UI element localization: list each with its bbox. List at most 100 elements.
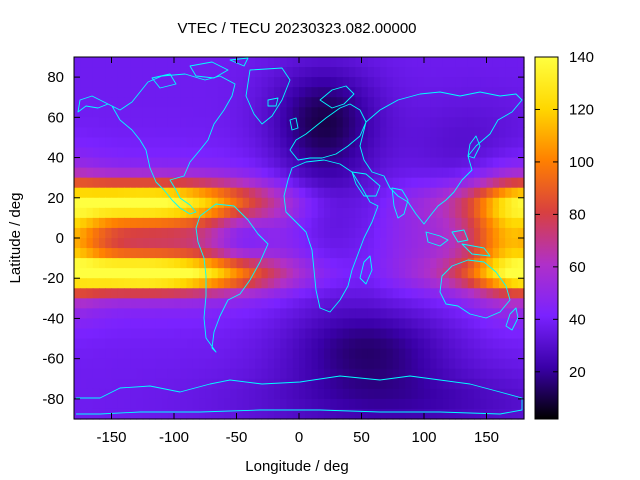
- heatmap-cell: [80, 278, 88, 289]
- heatmap-cell: [342, 248, 350, 259]
- heatmap-cell: [311, 157, 319, 169]
- heatmap-cell: [224, 97, 231, 108]
- heatmap-cell: [136, 127, 144, 139]
- heatmap-cell: [117, 338, 125, 350]
- heatmap-cell: [367, 308, 375, 320]
- heatmap-cell: [167, 248, 175, 259]
- heatmap-cell: [511, 358, 519, 370]
- heatmap-cell: [392, 278, 400, 289]
- heatmap-cell: [292, 57, 300, 68]
- heatmap-cell: [442, 288, 450, 299]
- heatmap-cell: [492, 217, 500, 229]
- heatmap-cell: [280, 248, 288, 259]
- heatmap-cell: [136, 338, 144, 350]
- chart-title: VTEC / TECU 20230323.082.00000: [177, 20, 416, 37]
- heatmap-cell: [92, 167, 100, 179]
- heatmap-cell: [86, 67, 94, 78]
- heatmap-cell: [399, 378, 406, 390]
- heatmap-cell: [267, 268, 275, 279]
- heatmap-cell: [442, 137, 450, 149]
- heatmap-cell: [267, 258, 275, 269]
- heatmap-cell: [117, 137, 125, 149]
- heatmap-cell: [155, 388, 163, 400]
- coastline-madagascar: [359, 255, 373, 285]
- heatmap-cell: [249, 137, 256, 149]
- heatmap-cell: [217, 197, 225, 209]
- heatmap-cell: [411, 77, 419, 88]
- heatmap-cell: [86, 278, 94, 289]
- heatmap-cell: [230, 368, 238, 380]
- heatmap-cell: [417, 127, 425, 139]
- heatmap-cell: [392, 107, 400, 118]
- heatmap-cell: [155, 87, 163, 98]
- heatmap-cell: [180, 107, 188, 118]
- heatmap-cell: [280, 378, 288, 390]
- heatmap-cell: [342, 358, 350, 370]
- heatmap-cell: [255, 147, 263, 159]
- heatmap-cell: [124, 57, 131, 68]
- heatmap-cell: [286, 197, 294, 209]
- heatmap-cell: [230, 298, 238, 309]
- heatmap-cell: [211, 238, 219, 249]
- heatmap-cell: [180, 217, 188, 229]
- heatmap-cell: [86, 378, 94, 390]
- heatmap-cell: [211, 398, 219, 410]
- heatmap-cell: [280, 227, 288, 239]
- heatmap-cell: [167, 288, 175, 299]
- heatmap-cell: [392, 328, 400, 340]
- heatmap-cell: [274, 378, 281, 390]
- y-tick-label: -20: [42, 270, 64, 287]
- heatmap-cell: [136, 147, 144, 159]
- heatmap-cell: [499, 87, 506, 98]
- heatmap-cell: [355, 258, 363, 269]
- heatmap-cell: [374, 117, 381, 128]
- heatmap-cell: [136, 248, 144, 259]
- heatmap-cell: [74, 117, 81, 128]
- heatmap-cell: [311, 298, 319, 309]
- heatmap-cell: [124, 157, 131, 169]
- heatmap-cell: [311, 87, 319, 98]
- heatmap-cell: [242, 298, 250, 309]
- heatmap-cell: [505, 328, 513, 340]
- heatmap-cell: [305, 388, 313, 400]
- heatmap-cell: [486, 328, 494, 340]
- heatmap-cell: [399, 227, 406, 239]
- x-tick-label: 0: [295, 429, 303, 446]
- heatmap-cell: [130, 177, 138, 189]
- heatmap-cell: [142, 137, 150, 149]
- heatmap-cell: [292, 278, 300, 289]
- heatmap-cell: [217, 87, 225, 98]
- heatmap-cell: [199, 258, 206, 269]
- heatmap-cell: [167, 408, 175, 420]
- heatmap-cell: [305, 187, 313, 199]
- heatmap-cell: [330, 318, 338, 330]
- heatmap-cell: [86, 137, 94, 149]
- heatmap-cell: [211, 197, 219, 209]
- heatmap-cell: [330, 358, 338, 370]
- heatmap-cell: [405, 167, 413, 179]
- heatmap-cell: [342, 227, 350, 239]
- heatmap-cell: [367, 197, 375, 209]
- heatmap-cell: [386, 87, 394, 98]
- heatmap-cell: [486, 308, 494, 320]
- heatmap-cell: [99, 197, 106, 209]
- heatmap-cell: [455, 67, 463, 78]
- heatmap-cell: [342, 348, 350, 360]
- heatmap-cell: [274, 248, 281, 259]
- heatmap-cell: [136, 378, 144, 390]
- heatmap-cell: [455, 157, 463, 169]
- heatmap-cell: [274, 368, 281, 380]
- heatmap-cell: [299, 117, 306, 128]
- heatmap-cell: [330, 57, 338, 68]
- heatmap-cell: [474, 338, 481, 350]
- heatmap-cell: [92, 107, 100, 118]
- heatmap-cell: [499, 358, 506, 370]
- heatmap-cell: [349, 328, 356, 340]
- heatmap-cell: [324, 258, 331, 269]
- heatmap-cell: [492, 268, 500, 279]
- heatmap-cell: [255, 207, 263, 219]
- heatmap-cell: [492, 398, 500, 410]
- heatmap-cell: [355, 187, 363, 199]
- heatmap-cell: [405, 77, 413, 88]
- heatmap-cell: [361, 398, 369, 410]
